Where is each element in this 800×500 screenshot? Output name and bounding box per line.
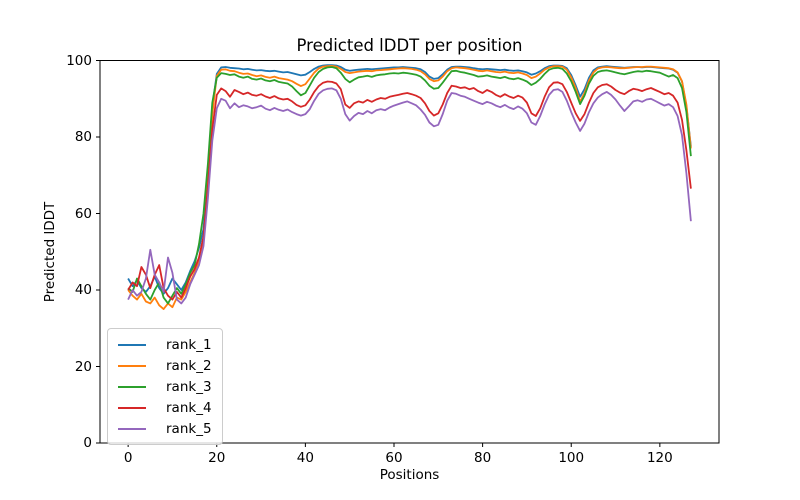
legend-entry-rank_3: rank_3 <box>118 376 212 397</box>
y-tick-label: 40 <box>74 282 92 298</box>
x-tick-label: 80 <box>474 450 492 466</box>
x-tick-label: 120 <box>646 450 673 466</box>
x-tick-label: 60 <box>385 450 403 466</box>
series-line-rank_4 <box>127 80 692 301</box>
x-tick-label: 100 <box>558 450 585 466</box>
series-line-rank_2 <box>127 65 692 311</box>
y-tick-label: 20 <box>74 358 92 375</box>
legend-line-rank_2 <box>118 364 146 367</box>
x-tick-label: 0 <box>123 450 133 466</box>
legend-label-rank_4: rank_4 <box>166 399 212 416</box>
legend-label-rank_5: rank_5 <box>166 420 212 437</box>
legend: rank_1 rank_2 rank_3 rank_4 rank_5 <box>107 328 223 445</box>
x-tick-label: 20 <box>208 450 226 466</box>
series-line-rank_1 <box>127 64 692 295</box>
legend-entry-rank_1: rank_1 <box>118 334 212 355</box>
y-tick-label: 100 <box>66 52 92 69</box>
y-tick-label: 80 <box>74 129 92 145</box>
y-tick-label: 60 <box>74 205 92 222</box>
legend-entry-rank_4: rank_4 <box>118 397 212 418</box>
y-tick-label: 0 <box>83 435 92 451</box>
series-line-rank_5 <box>127 87 692 305</box>
legend-line-rank_5 <box>118 427 146 430</box>
y-axis-label: Predicted lDDT <box>42 201 58 302</box>
legend-line-rank_1 <box>118 343 146 346</box>
legend-label-rank_3: rank_3 <box>166 378 212 395</box>
x-axis-label: Positions <box>379 467 440 483</box>
series-line-rank_3 <box>127 66 692 305</box>
legend-line-rank_4 <box>118 406 146 409</box>
legend-line-rank_3 <box>118 385 146 388</box>
legend-entry-rank_2: rank_2 <box>118 355 212 376</box>
chart-title: Predicted lDDT per position <box>296 36 523 55</box>
legend-entry-rank_5: rank_5 <box>118 418 212 439</box>
x-tick-label: 40 <box>296 450 314 466</box>
legend-label-rank_2: rank_2 <box>166 357 212 374</box>
legend-label-rank_1: rank_1 <box>166 336 212 353</box>
